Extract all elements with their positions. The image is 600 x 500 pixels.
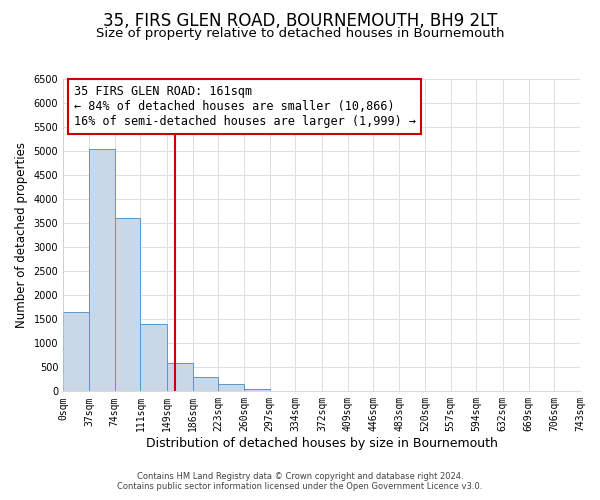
Bar [140, 324, 167, 392]
X-axis label: Distribution of detached houses by size in Bournemouth: Distribution of detached houses by size … [146, 437, 497, 450]
Bar [244, 389, 270, 392]
Text: Contains public sector information licensed under the Open Government Licence v3: Contains public sector information licen… [118, 482, 482, 491]
Text: Contains HM Land Registry data © Crown copyright and database right 2024.: Contains HM Land Registry data © Crown c… [137, 472, 463, 481]
Bar [218, 384, 244, 392]
Bar [89, 148, 115, 392]
Bar [63, 312, 89, 392]
Bar [167, 362, 193, 392]
Text: Size of property relative to detached houses in Bournemouth: Size of property relative to detached ho… [96, 28, 504, 40]
Y-axis label: Number of detached properties: Number of detached properties [15, 142, 28, 328]
Bar [193, 377, 218, 392]
Bar [115, 218, 140, 392]
Text: 35, FIRS GLEN ROAD, BOURNEMOUTH, BH9 2LT: 35, FIRS GLEN ROAD, BOURNEMOUTH, BH9 2LT [103, 12, 497, 30]
Text: 35 FIRS GLEN ROAD: 161sqm
← 84% of detached houses are smaller (10,866)
16% of s: 35 FIRS GLEN ROAD: 161sqm ← 84% of detac… [74, 85, 416, 128]
